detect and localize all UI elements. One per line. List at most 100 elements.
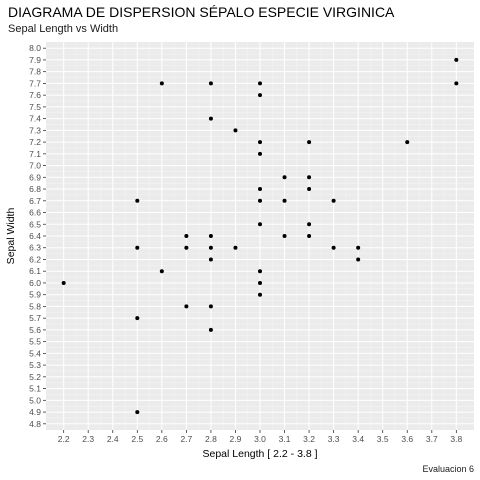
data-point: [233, 245, 238, 250]
y-tick-label: 4.8: [29, 419, 41, 429]
x-tick-label: 2.3: [82, 434, 94, 444]
y-tick-label: 5.6: [29, 325, 41, 335]
data-point: [208, 327, 213, 332]
y-tick-label: 7.6: [29, 90, 41, 100]
data-point: [61, 280, 66, 285]
y-tick-label: 6.4: [29, 231, 41, 241]
y-tick-label: 7.1: [29, 149, 41, 159]
y-tick-label: 5.2: [29, 372, 41, 382]
data-point: [258, 81, 262, 86]
y-tick-label: 6.2: [29, 254, 41, 264]
data-point: [307, 140, 312, 145]
x-axis-label: Sepal Length [ 2.2 - 3.8 ]: [203, 448, 318, 460]
y-tick-label: 6.8: [29, 184, 41, 194]
data-point: [159, 269, 164, 274]
y-tick-label: 5.9: [29, 290, 41, 300]
y-tick-label: 7.2: [29, 137, 41, 147]
data-point: [454, 81, 459, 86]
y-tick-label: 6.6: [29, 208, 41, 218]
chart-title: DIAGRAMA DE DISPERSION SÉPALO ESPECIE VI…: [8, 4, 395, 20]
data-point: [135, 316, 140, 321]
y-tick-label: 5.4: [29, 348, 41, 358]
x-tick-label: 3.3: [328, 434, 340, 444]
data-point: [282, 234, 287, 238]
x-tick-label: 3.5: [377, 434, 389, 444]
data-point: [159, 81, 164, 86]
data-point: [307, 175, 312, 180]
x-tick-label: 2.2: [58, 434, 70, 444]
data-point: [258, 93, 262, 98]
data-point: [208, 245, 213, 250]
data-point: [258, 292, 262, 297]
x-tick-label: 3.8: [450, 434, 462, 444]
data-point: [184, 304, 189, 309]
y-tick-label: 7.5: [29, 102, 41, 112]
x-tick-label: 3.7: [426, 434, 438, 444]
y-tick-label: 6.0: [29, 278, 41, 288]
x-tick-label: 3.0: [254, 434, 266, 444]
x-tick-label: 3.4: [352, 434, 364, 444]
data-point: [184, 234, 189, 238]
data-point: [356, 245, 361, 250]
data-point: [258, 140, 262, 145]
data-point: [356, 257, 361, 262]
data-point: [307, 222, 312, 227]
data-point: [258, 269, 262, 274]
data-point: [258, 151, 262, 156]
chart-subtitle: Sepal Length vs Width: [8, 23, 119, 35]
x-tick-label: 3.2: [303, 434, 315, 444]
data-point: [258, 198, 262, 203]
y-tick-label: 6.5: [29, 219, 41, 229]
x-tick-label: 2.5: [131, 434, 143, 444]
y-tick-label: 6.7: [29, 196, 41, 206]
y-tick-label: 7.3: [29, 125, 41, 135]
x-tick-label: 3.1: [279, 434, 291, 444]
data-point: [184, 245, 189, 250]
y-tick-label: 5.7: [29, 313, 41, 323]
y-tick-label: 7.7: [29, 78, 41, 88]
y-tick-label: 5.1: [29, 384, 41, 394]
data-point: [208, 81, 213, 86]
data-point: [135, 198, 140, 203]
data-point: [135, 245, 140, 250]
y-tick-label: 7.8: [29, 67, 41, 77]
data-point: [135, 410, 140, 415]
data-point: [282, 175, 287, 180]
x-tick-label: 2.4: [107, 434, 119, 444]
x-tick-label: 3.6: [401, 434, 413, 444]
y-tick-label: 5.8: [29, 301, 41, 311]
data-point: [208, 304, 213, 309]
data-point: [331, 245, 336, 250]
y-tick-label: 5.3: [29, 360, 41, 370]
y-tick-label: 8.0: [29, 43, 41, 53]
data-point: [258, 187, 262, 192]
y-tick-label: 6.9: [29, 172, 41, 182]
data-point: [258, 222, 262, 227]
data-point: [331, 198, 336, 203]
data-point: [208, 116, 213, 121]
y-tick-label: 7.0: [29, 161, 41, 171]
x-tick-label: 2.6: [156, 434, 168, 444]
data-point: [307, 187, 312, 192]
chart-caption: Evaluacion 6: [422, 464, 474, 474]
data-point: [454, 57, 459, 62]
x-tick-label: 2.9: [230, 434, 242, 444]
data-point: [233, 128, 238, 133]
data-point: [208, 234, 213, 238]
x-tick-label: 2.8: [205, 434, 217, 444]
y-tick-label: 6.3: [29, 243, 41, 253]
x-tick-label: 2.7: [180, 434, 192, 444]
y-tick-label: 5.5: [29, 337, 41, 347]
y-tick-label: 7.4: [29, 114, 41, 124]
y-tick-label: 4.9: [29, 407, 41, 417]
data-point: [258, 280, 262, 285]
data-point: [405, 140, 410, 145]
data-point: [282, 198, 287, 203]
y-tick-label: 5.0: [29, 395, 41, 405]
y-tick-label: 7.9: [29, 55, 41, 65]
y-tick-label: 6.1: [29, 266, 41, 276]
data-point: [208, 257, 213, 262]
data-point: [307, 234, 312, 238]
y-axis-label: Sepal Width: [5, 208, 17, 265]
